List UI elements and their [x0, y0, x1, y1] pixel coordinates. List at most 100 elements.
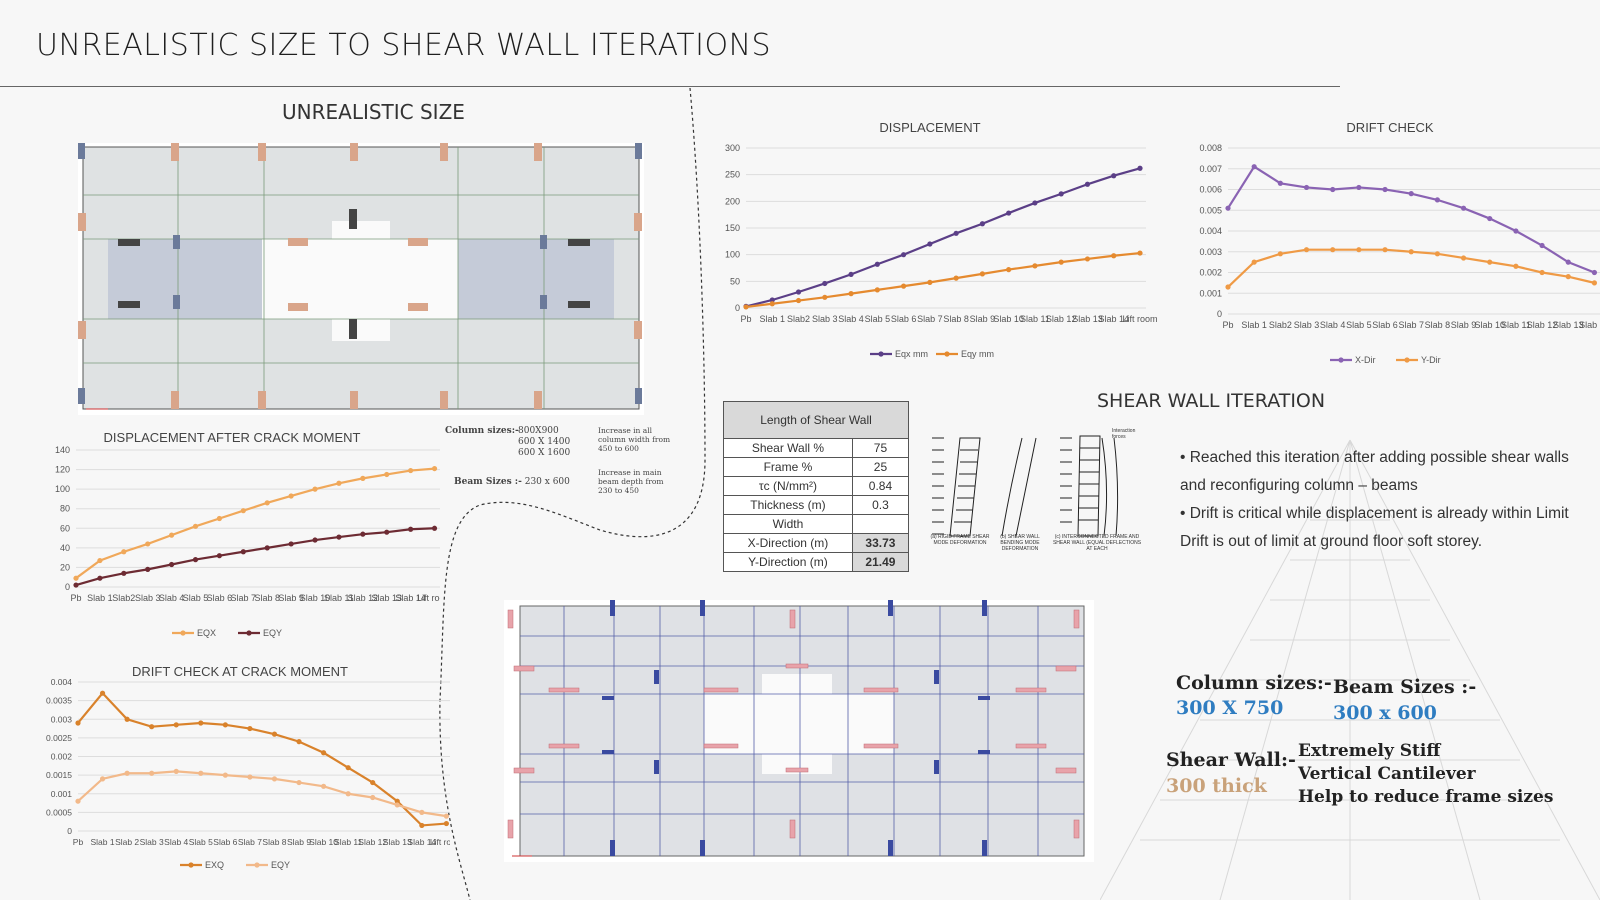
data-point	[198, 770, 204, 776]
row-value: 0.3	[851, 495, 910, 515]
floor-plan-shear-wall	[504, 600, 1094, 862]
column-size-1: 800X900	[518, 426, 559, 436]
bullet-item: • Reached this iteration after adding po…	[1180, 449, 1569, 494]
data-point	[1111, 173, 1117, 179]
increase-beam-note: Increase in main beam depth from 230 to …	[598, 468, 664, 495]
x-tick-label: Slab 14	[395, 593, 426, 603]
legend-label: EQY	[263, 628, 282, 638]
data-point	[953, 230, 959, 236]
data-point	[97, 557, 103, 564]
table-row: Thickness (m) 0.3	[723, 495, 910, 515]
x-tick-label: Slab 7	[238, 837, 262, 847]
data-point	[121, 549, 127, 555]
row-value: 21.49	[851, 552, 910, 572]
x-tick-label: Slab 11	[1501, 320, 1531, 330]
chart-title: DRIFT CHECK	[1346, 120, 1433, 135]
x-tick-label: Slab 9	[278, 593, 304, 603]
x-tick-label: Slab 12	[1046, 314, 1077, 324]
data-point	[431, 465, 438, 472]
data-point	[73, 575, 79, 581]
legend-label: EQX	[197, 628, 216, 638]
data-point	[192, 523, 199, 529]
column-sizes-values: 800X900 600 X 1400 600 X 1600	[518, 426, 570, 459]
data-point	[408, 467, 414, 474]
legend-marker	[878, 351, 884, 357]
x-tick-label: Slab 7	[231, 593, 257, 603]
data-point	[1408, 249, 1414, 255]
data-point	[1303, 184, 1310, 191]
x-tick-label: Slab 12	[348, 593, 379, 603]
data-point	[408, 526, 414, 532]
x-tick-label: Slab 12	[358, 837, 387, 847]
y-tick-label: 100	[725, 250, 740, 260]
data-point	[848, 271, 854, 277]
row-label: X-Direction (m)	[723, 533, 853, 553]
x-tick-label: Slab 11	[334, 837, 362, 847]
data-point	[124, 716, 130, 722]
x-tick-label: Slab 2	[115, 837, 139, 847]
legend-label: X-Dir	[1355, 355, 1376, 365]
y-tick-label: 0	[67, 826, 72, 836]
x-tick-label: Slab 5	[1346, 320, 1372, 330]
table-row: X-Direction (m) 33.73	[723, 533, 910, 553]
legend-label: EXQ	[205, 860, 224, 870]
column-size-3: 600 X 1600	[518, 448, 571, 458]
data-point	[271, 731, 278, 737]
data-point	[240, 549, 246, 555]
y-tick-label: 100	[55, 484, 70, 494]
x-tick-label: Slab 9	[1451, 320, 1477, 330]
table-row: Shear Wall % 75	[723, 438, 910, 458]
data-point	[394, 798, 400, 804]
data-point	[1382, 247, 1388, 253]
data-point	[1487, 259, 1493, 265]
data-point	[1487, 215, 1493, 222]
data-point	[795, 297, 802, 304]
x-tick-label: Slab 14	[407, 837, 436, 847]
x-tick-label: Slab 4	[838, 314, 864, 324]
data-point	[419, 809, 425, 815]
data-point	[345, 791, 351, 797]
data-point	[1225, 205, 1231, 211]
series-line	[745, 167, 1141, 308]
beam-sizes-label: Beam Sizes :-	[454, 477, 522, 487]
x-tick-label: Slab 7	[1398, 320, 1424, 330]
table-row: Frame % 25	[723, 457, 910, 477]
y-tick-label: 0.0025	[46, 733, 72, 743]
data-point	[296, 739, 302, 745]
row-label: Width	[723, 514, 853, 534]
data-point	[149, 724, 155, 730]
page-title: UNREALISTIC SIZE TO SHEAR WALL ITERATION…	[36, 28, 772, 63]
row-label: Frame %	[723, 457, 853, 477]
title-divider	[0, 86, 1340, 87]
x-tick-label: Slab 1	[91, 837, 115, 847]
beam-sizes-note: Beam Sizes :- 230 x 600	[454, 477, 570, 488]
summary-column-label: Column sizes:-	[1176, 672, 1332, 694]
x-tick-label: Slab 11	[324, 593, 354, 603]
column-sizes-label: Column sizes:-	[445, 426, 519, 436]
data-point	[1591, 280, 1598, 286]
y-tick-label: 0.004	[51, 677, 73, 687]
y-tick-label: 0.002	[1199, 268, 1222, 278]
wall-note: Help to reduce frame sizes	[1298, 787, 1554, 807]
data-point	[874, 287, 880, 293]
data-point	[431, 525, 438, 531]
data-point	[75, 720, 81, 726]
row-label: Y-Direction (m)	[723, 552, 853, 572]
data-point	[345, 765, 351, 771]
row-value: 75	[851, 438, 910, 458]
row-value	[851, 514, 910, 534]
y-tick-label: 0	[65, 582, 70, 592]
chart-title: DISPLACEMENT AFTER CRACK MOMENT	[104, 430, 361, 445]
data-point	[169, 561, 175, 568]
data-point	[320, 783, 327, 789]
y-tick-label: 0.006	[1199, 185, 1222, 195]
data-point	[271, 776, 278, 782]
chart-title: DRIFT CHECK AT CRACK MOMENT	[132, 664, 348, 679]
data-point	[822, 280, 828, 287]
legend-marker	[944, 351, 950, 357]
data-point	[1591, 269, 1598, 276]
y-tick-label: 0.003	[1199, 247, 1222, 257]
chart-title: DISPLACEMENT	[879, 120, 980, 135]
y-tick-label: 0.001	[51, 789, 73, 799]
